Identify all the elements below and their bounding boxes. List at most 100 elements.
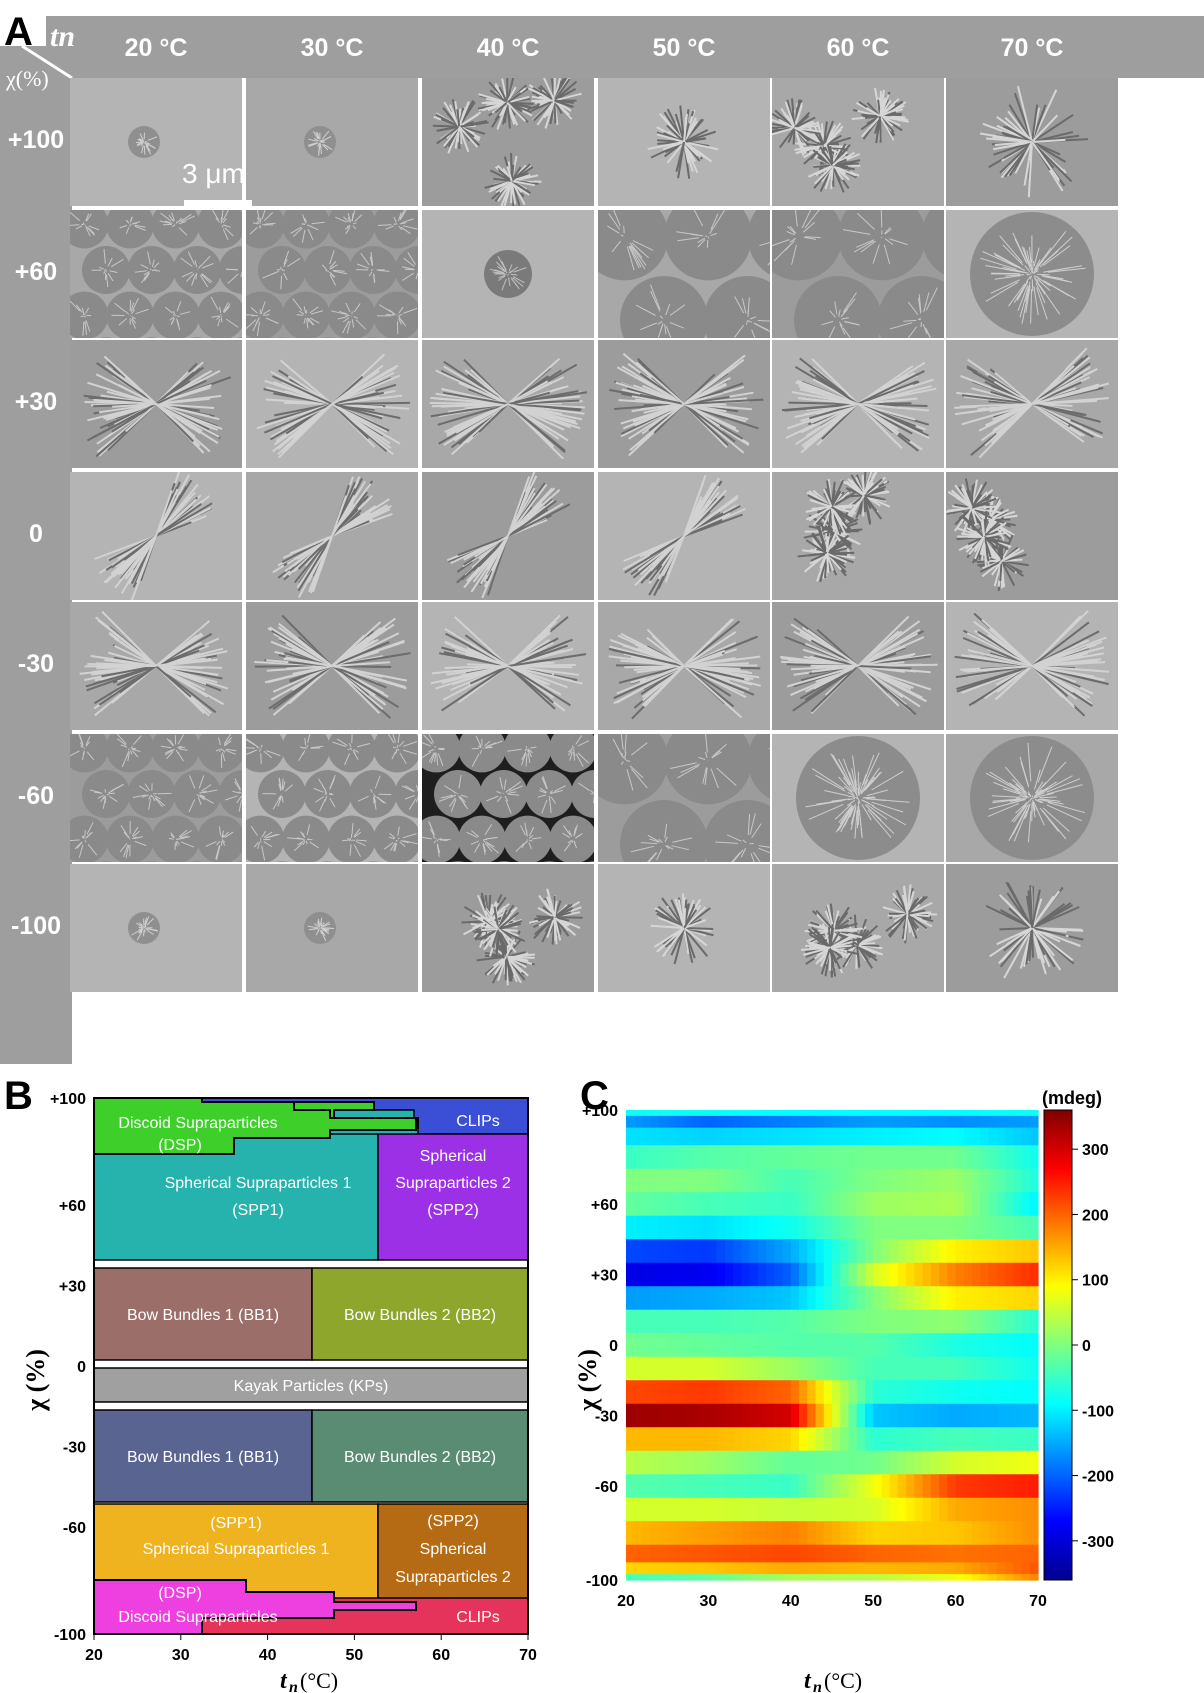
heatmap-cell: [675, 1574, 685, 1581]
heatmap-cell: [724, 1110, 734, 1117]
heatmap-cell: [897, 1127, 907, 1146]
heatmap-cell: [683, 1562, 693, 1575]
heatmap-cell: [790, 1427, 800, 1452]
heatmap-cell: [700, 1474, 709, 1499]
sem-image: [946, 78, 1118, 206]
heatmap-cell: [939, 1262, 948, 1287]
heatmap-cell: [963, 1403, 973, 1428]
heatmap-cell: [856, 1474, 866, 1499]
heatmap-cell: [626, 1544, 635, 1563]
heatmap-cell: [766, 1403, 775, 1428]
heatmap-cell: [996, 1115, 1006, 1129]
heatmap-cell: [856, 1333, 866, 1358]
heatmap-cell: [947, 1544, 957, 1563]
x-tick-label: 50: [346, 1647, 364, 1664]
heatmap-cell: [675, 1521, 685, 1546]
heatmap-cell: [691, 1544, 701, 1563]
heatmap-cell: [996, 1333, 1006, 1358]
chi-label: +60: [14, 258, 58, 286]
heatmap-cell: [749, 1356, 759, 1381]
heatmap-cell: [1021, 1215, 1031, 1240]
heatmap-cell: [864, 1239, 874, 1264]
heatmap-cell: [733, 1262, 742, 1287]
heatmap-cell: [889, 1127, 899, 1146]
heatmap-cell: [823, 1356, 833, 1381]
panel-c-letter: C: [580, 1074, 609, 1118]
heatmap-cell: [963, 1127, 973, 1146]
heatmap-cell: [716, 1427, 726, 1452]
heatmap-cell: [766, 1333, 775, 1358]
heatmap-cell: [815, 1127, 825, 1146]
heatmap-cell: [766, 1215, 775, 1240]
heatmap-cell: [963, 1562, 973, 1575]
heatmap-cell: [1013, 1474, 1023, 1499]
heatmap-cell: [634, 1427, 644, 1452]
heatmap-cell: [873, 1450, 883, 1475]
heatmap-cell: [782, 1192, 792, 1217]
heatmap-cell: [733, 1286, 742, 1311]
heatmap-cell: [848, 1450, 858, 1475]
heatmap-cell: [980, 1262, 990, 1287]
heatmap-cell: [757, 1127, 767, 1146]
heatmap-cell: [906, 1521, 915, 1546]
x-tick-label: 30: [172, 1647, 190, 1664]
panel-c-ylabel: χ (%): [573, 1349, 602, 1412]
heatmap-cell: [741, 1333, 751, 1358]
heatmap-cell: [1005, 1427, 1014, 1452]
heatmap-cell: [955, 1544, 965, 1563]
heatmap-cell: [733, 1574, 742, 1581]
heatmap-cell: [1029, 1286, 1039, 1311]
heatmap-cell: [864, 1262, 874, 1287]
heatmap-cell: [972, 1333, 981, 1358]
heatmap-cell: [675, 1168, 685, 1193]
heatmap-cell: [881, 1286, 891, 1311]
heatmap-cell: [939, 1544, 948, 1563]
heatmap-cell: [1005, 1145, 1014, 1170]
heatmap-cell: [897, 1286, 907, 1311]
heatmap-cell: [790, 1192, 800, 1217]
heatmap-cell: [980, 1403, 990, 1428]
heatmap-cell: [922, 1356, 932, 1381]
heatmap-cell: [996, 1262, 1006, 1287]
heatmap-cell: [1029, 1497, 1039, 1522]
heatmap-cell: [724, 1286, 734, 1311]
heatmap-cell: [1013, 1286, 1023, 1311]
heatmap-cell: [1005, 1333, 1014, 1358]
x-tick-label: 60: [947, 1593, 965, 1610]
heatmap-cell: [955, 1380, 965, 1405]
heatmap-cell: [650, 1450, 660, 1475]
heatmap-cell: [667, 1356, 677, 1381]
heatmap-cell: [716, 1356, 726, 1381]
sem-image: [946, 864, 1118, 992]
heatmap-cell: [691, 1403, 701, 1428]
heatmap-cell: [716, 1110, 726, 1117]
heatmap-cell: [1029, 1262, 1039, 1287]
heatmap-cell: [889, 1427, 899, 1452]
heatmap-cell: [708, 1562, 718, 1575]
heatmap-cell: [881, 1215, 891, 1240]
heatmap-cell: [930, 1403, 940, 1428]
heatmap-cell: [807, 1574, 817, 1581]
heatmap-cell: [963, 1356, 973, 1381]
heatmap-cell: [766, 1562, 775, 1575]
heatmap-cell: [774, 1544, 784, 1563]
heatmap-cell: [626, 1215, 635, 1240]
sem-image: [422, 78, 594, 206]
heatmap-cell: [799, 1574, 808, 1581]
heatmap-cell: [700, 1115, 709, 1129]
heatmap-cell: [757, 1562, 767, 1575]
heatmap-cell: [741, 1474, 751, 1499]
heatmap-cell: [675, 1215, 685, 1240]
heatmap-cell: [856, 1145, 866, 1170]
heatmap-cell: [634, 1309, 644, 1334]
heatmap-cell: [972, 1145, 981, 1170]
heatmap-cell: [757, 1544, 767, 1563]
heatmap-cell: [799, 1403, 808, 1428]
sem-image: [946, 472, 1118, 600]
heatmap-cell: [840, 1110, 850, 1117]
heatmap-cell: [930, 1574, 940, 1581]
colorbar-tick-label: 200: [1082, 1207, 1109, 1224]
chi-label: 0: [29, 520, 43, 548]
heatmap-cell: [741, 1286, 751, 1311]
heatmap-cell: [963, 1427, 973, 1452]
